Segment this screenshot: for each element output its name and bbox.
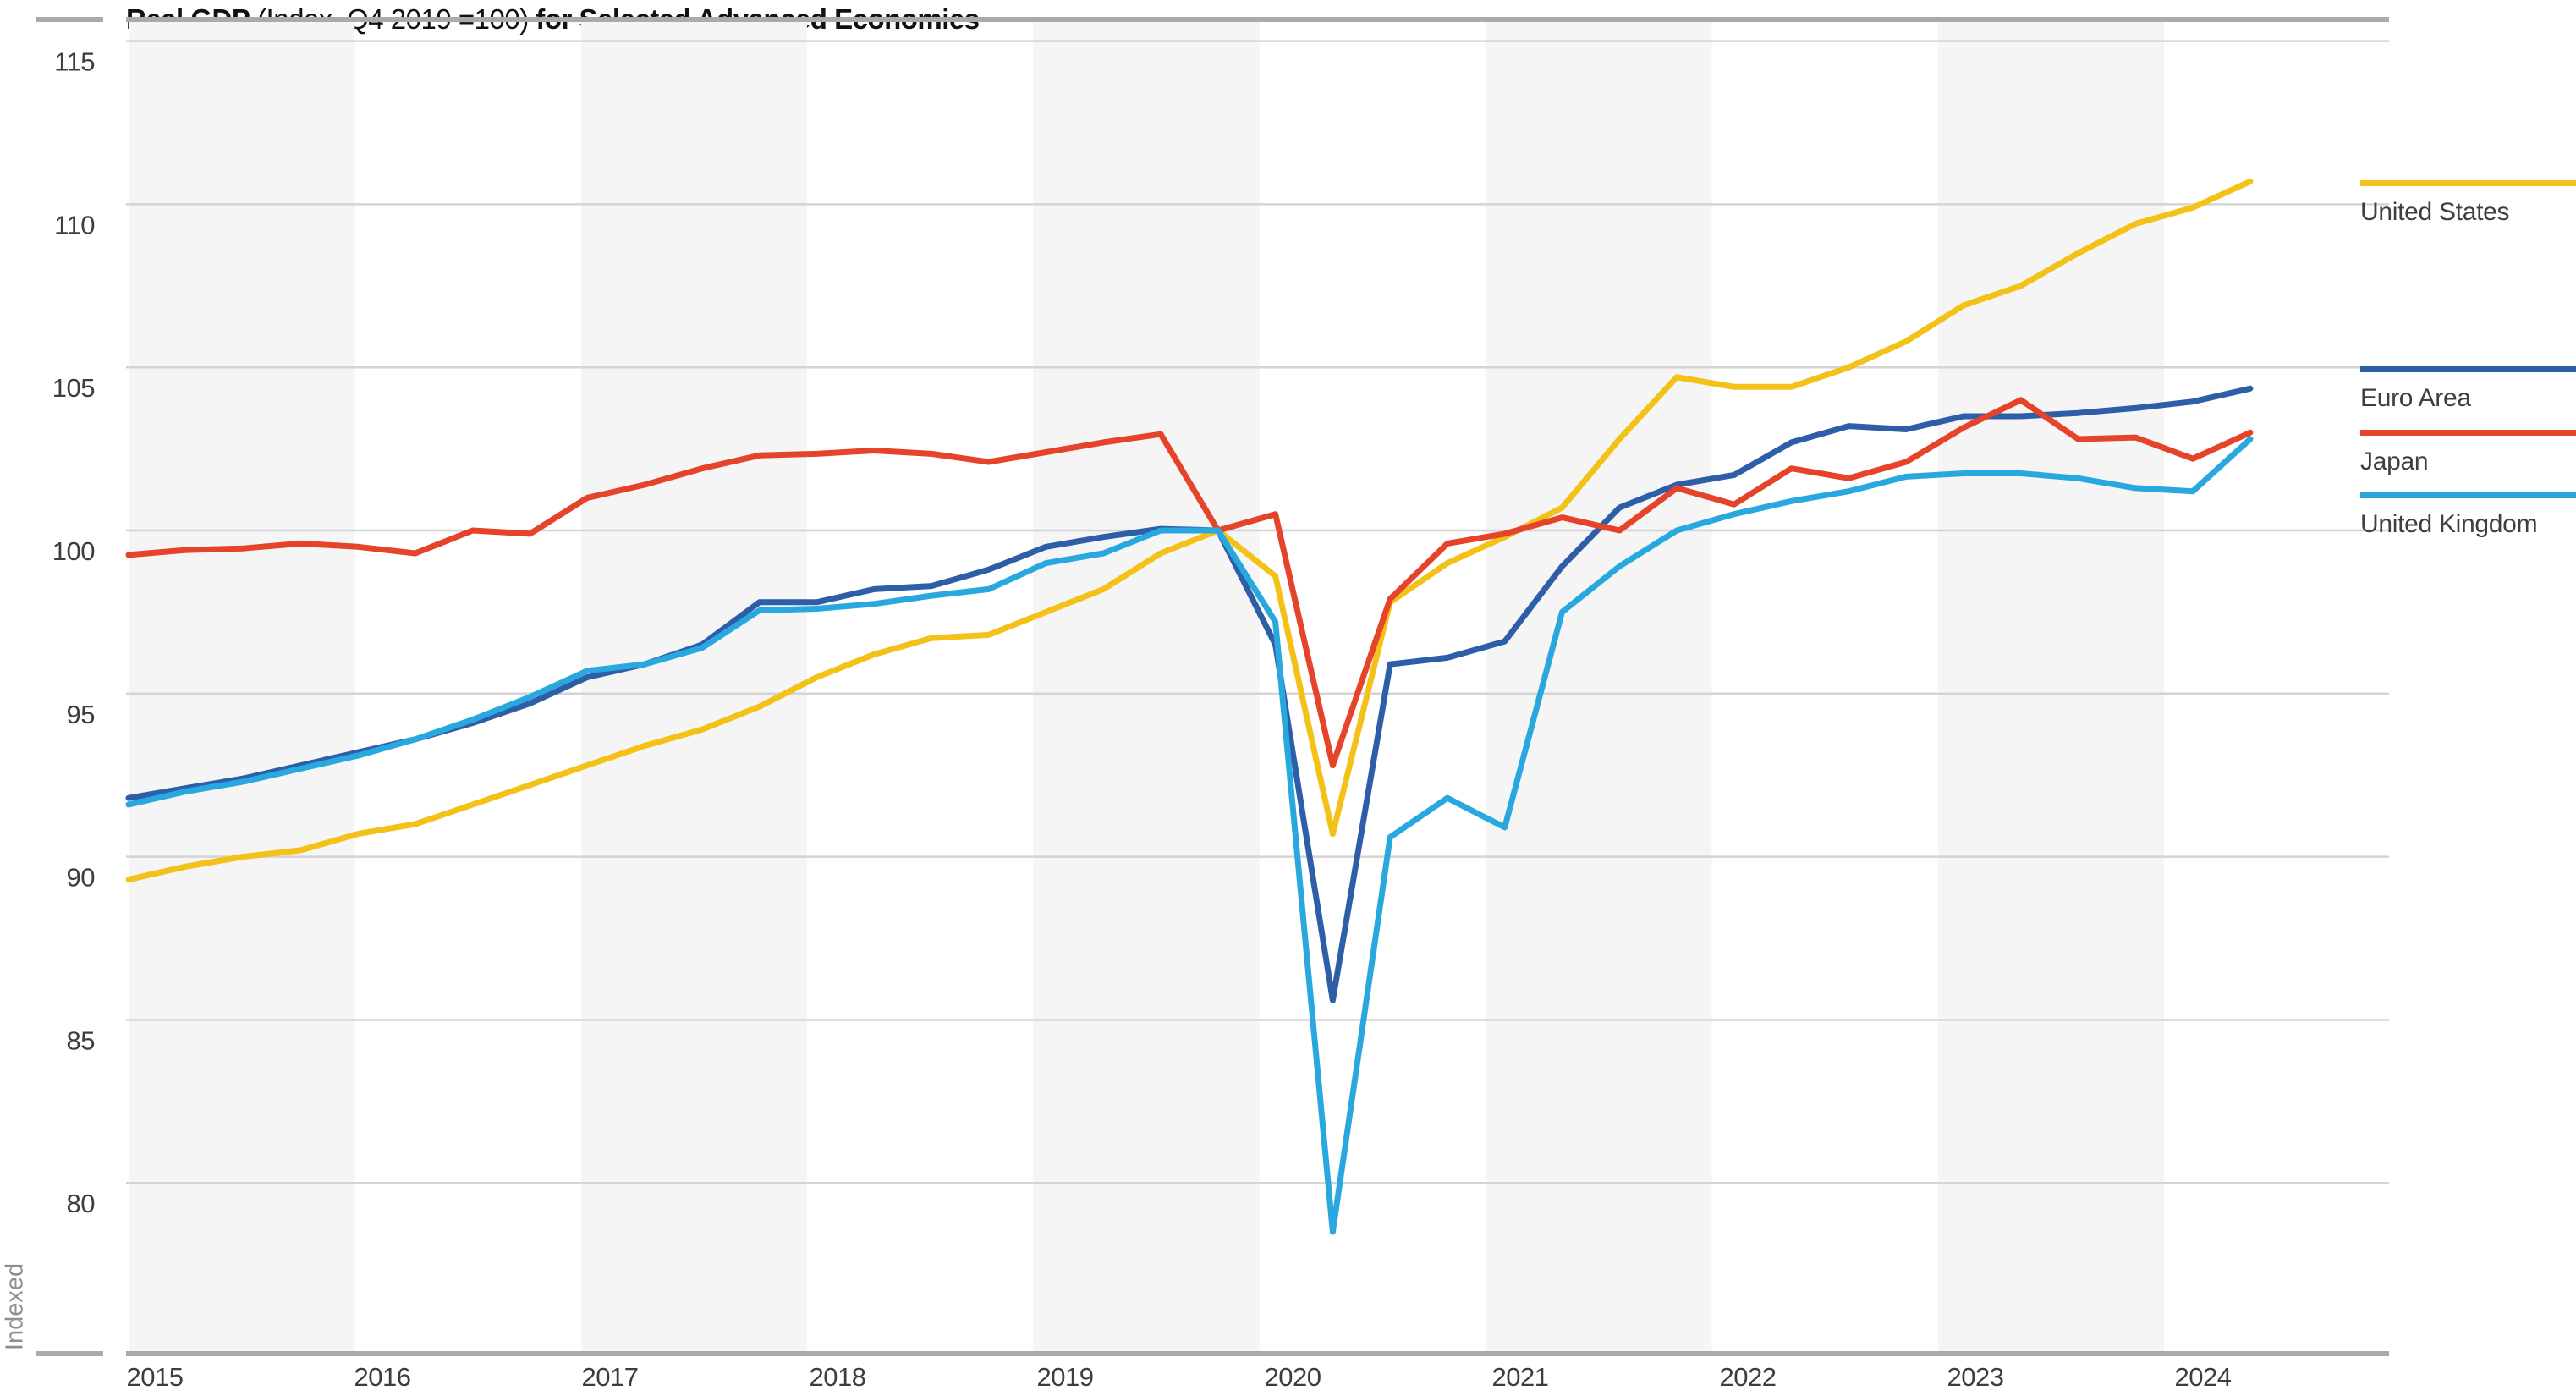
axis-frame: [36, 17, 2389, 1356]
x-axis-year-labels: 2015 2016 2017 2018 2019 2020 2021 2022 2023 2024: [127, 1362, 2233, 1392]
legend-item-japan: Japan: [2360, 430, 2576, 476]
legend-swatch-japan: [2360, 430, 2576, 436]
y-tick-label-110: 110: [54, 210, 95, 239]
series-lines: [125, 178, 2254, 1235]
x-year-label-2018: 2018: [810, 1362, 866, 1392]
x-year-label-2016: 2016: [354, 1362, 411, 1392]
legend-label-euro-area: Euro Area: [2360, 384, 2471, 412]
series-line-united-states: [125, 178, 2254, 883]
legend-label-united-states: United States: [2360, 198, 2510, 226]
y-tick-label-90: 90: [67, 863, 96, 893]
x-year-label-2024: 2024: [2175, 1362, 2232, 1392]
legend-swatch-united-states: [2360, 180, 2576, 186]
year-band-2021: [1486, 19, 1712, 1354]
series-line-japan: [125, 397, 2254, 769]
x-year-label-2019: 2019: [1037, 1362, 1094, 1392]
year-shading-bands: [129, 19, 2165, 1354]
series-line-united-kingdom: [125, 436, 2254, 1235]
year-band-2023: [1937, 19, 2165, 1354]
y-tick-label-100: 100: [52, 536, 95, 566]
y-axis-tick-labels: 115 110 105 100 95 90 85 80: [52, 47, 96, 1219]
legend-label-united-kingdom: United Kingdom: [2360, 510, 2538, 538]
x-year-label-2021: 2021: [1492, 1362, 1549, 1392]
y-tick-label-95: 95: [67, 700, 95, 729]
x-year-label-2023: 2023: [1947, 1362, 2004, 1392]
x-year-label-2015: 2015: [127, 1362, 184, 1392]
x-year-label-2022: 2022: [1720, 1362, 1777, 1392]
y-tick-label-80: 80: [67, 1189, 96, 1218]
legend-item-euro-area: Euro Area: [2360, 366, 2576, 413]
y-tick-label-105: 105: [52, 373, 95, 403]
legend-swatch-euro-area: [2360, 366, 2576, 372]
legend-item-united-kingdom: United Kingdom: [2360, 492, 2576, 539]
year-band-2017: [580, 19, 808, 1354]
horizontal-gridlines: [126, 40, 2389, 1184]
legend-item-united-states: United States: [2360, 180, 2576, 227]
year-band-2019: [1033, 19, 1260, 1354]
y-axis-title: Indexed: [1, 1262, 29, 1351]
year-band-2015: [129, 19, 355, 1354]
x-year-label-2017: 2017: [582, 1362, 639, 1392]
x-year-label-2020: 2020: [1265, 1362, 1321, 1392]
legend-swatch-united-kingdom: [2360, 492, 2576, 498]
y-tick-label-85: 85: [67, 1025, 95, 1055]
y-tick-label-115: 115: [54, 47, 95, 77]
legend-label-japan: Japan: [2360, 448, 2429, 475]
